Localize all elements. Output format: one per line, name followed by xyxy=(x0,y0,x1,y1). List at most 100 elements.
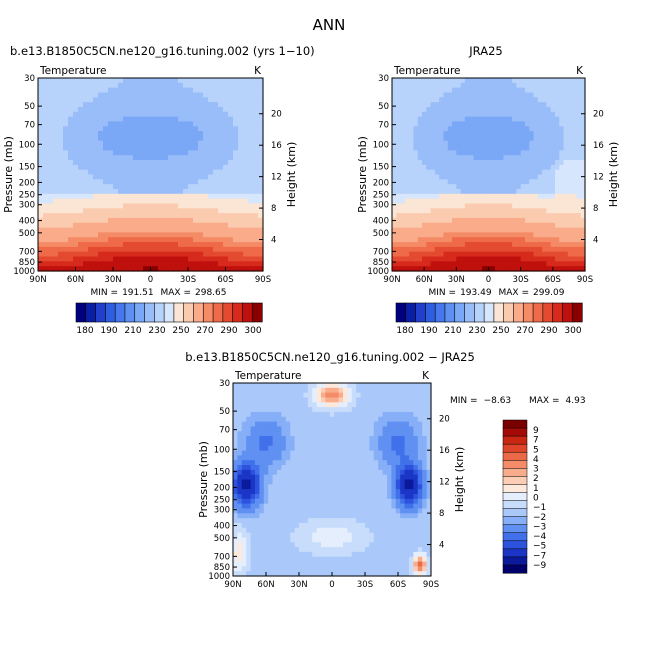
field-cell xyxy=(400,87,406,94)
field-cell xyxy=(43,106,49,113)
field-cell xyxy=(567,184,573,190)
field-cell xyxy=(347,460,353,466)
field-cell xyxy=(98,237,104,243)
field-cell xyxy=(338,522,344,529)
field-cell xyxy=(303,542,309,548)
field-cell xyxy=(93,193,99,200)
field-cell xyxy=(243,82,249,89)
field-cell xyxy=(138,184,144,190)
field-cell xyxy=(396,174,402,180)
field-cell xyxy=(512,97,517,103)
field-cell xyxy=(233,193,239,200)
field-cell xyxy=(238,97,244,103)
field-cell xyxy=(434,242,440,248)
field-cell xyxy=(417,222,423,229)
field-cell xyxy=(439,203,445,209)
field-cell xyxy=(78,217,84,224)
field-cell xyxy=(123,155,129,161)
field-cell xyxy=(208,140,214,147)
field-cell xyxy=(299,421,304,428)
field-cell xyxy=(68,140,74,147)
field-cell xyxy=(250,566,256,572)
field-cell xyxy=(290,436,296,442)
field-cell xyxy=(321,440,326,447)
field-cell xyxy=(559,251,565,258)
field-cell xyxy=(255,392,260,399)
field-cell xyxy=(38,251,44,258)
field-cell xyxy=(303,508,309,514)
field-cell xyxy=(138,237,144,243)
stats-max-label: MAX = xyxy=(161,288,192,298)
field-cell xyxy=(567,111,573,118)
field-cell xyxy=(303,426,309,432)
field-cell xyxy=(343,561,348,567)
field-cell xyxy=(396,237,402,243)
field-cell xyxy=(108,102,114,108)
field-cell xyxy=(250,402,256,408)
field-cell xyxy=(537,193,543,200)
field-cell xyxy=(409,232,415,238)
field-cell xyxy=(128,246,134,253)
field-cell xyxy=(321,498,326,505)
field-cell xyxy=(58,251,64,258)
field-cell xyxy=(259,503,265,510)
field-cell xyxy=(343,411,348,418)
field-cell xyxy=(243,111,249,118)
field-cell xyxy=(294,489,300,495)
field-cell xyxy=(277,383,282,389)
field-cell xyxy=(38,111,44,118)
field-cell xyxy=(188,131,194,137)
field-cell xyxy=(68,184,74,190)
field-cell xyxy=(73,92,79,98)
field-cell xyxy=(98,111,104,118)
field-cell xyxy=(58,227,64,233)
field-cell xyxy=(409,237,415,243)
field-cell xyxy=(563,126,569,132)
field-cell xyxy=(529,106,535,113)
field-cell xyxy=(243,227,249,233)
field-cell xyxy=(520,222,526,229)
field-cell xyxy=(68,261,74,267)
field-cell xyxy=(103,242,109,248)
field-cell xyxy=(248,131,254,137)
field-cell xyxy=(255,561,260,567)
field-cell xyxy=(499,131,505,137)
field-cell xyxy=(520,82,526,89)
field-cell xyxy=(83,242,89,248)
field-cell xyxy=(233,460,238,466)
field-cell xyxy=(452,87,457,94)
field-cell xyxy=(228,222,234,229)
field-cell xyxy=(303,431,309,437)
field-cell xyxy=(285,566,291,572)
field-cell xyxy=(290,479,296,485)
field-cell xyxy=(392,160,397,166)
field-cell xyxy=(58,242,64,248)
field-cell xyxy=(78,251,84,258)
field-cell xyxy=(477,251,483,258)
field-cell xyxy=(576,217,582,224)
y-tick-label: 70 xyxy=(378,121,389,131)
field-cell xyxy=(325,421,331,428)
field-cell xyxy=(241,436,247,442)
field-cell xyxy=(268,474,274,481)
field-cell xyxy=(68,246,74,253)
field-cell xyxy=(567,116,573,123)
field-cell xyxy=(356,387,362,394)
field-cell xyxy=(143,232,149,238)
field-cell xyxy=(223,111,229,118)
field-cell xyxy=(63,102,69,108)
field-cell xyxy=(133,145,139,151)
field-cell xyxy=(329,407,335,413)
field-cell xyxy=(258,126,264,132)
field-cell xyxy=(143,256,149,262)
field-cell xyxy=(98,140,104,147)
field-cell xyxy=(537,232,543,238)
field-cell xyxy=(285,479,291,485)
field-cell xyxy=(43,174,49,180)
field-cell xyxy=(580,198,586,205)
field-cell xyxy=(312,383,318,389)
field-cell xyxy=(246,392,252,399)
field-cell xyxy=(486,160,492,166)
field-cell xyxy=(469,174,475,180)
field-cell xyxy=(400,242,406,248)
